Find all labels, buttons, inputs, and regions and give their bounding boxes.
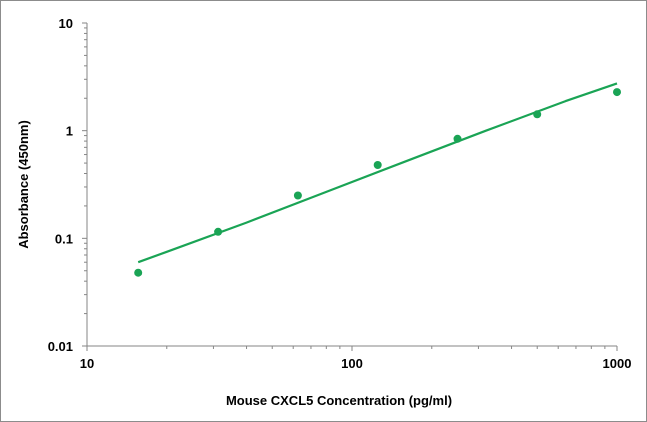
x-tick-label: 1000 (603, 356, 632, 371)
x-tick-label: 100 (341, 356, 363, 371)
data-point (453, 134, 462, 143)
data-points-group (134, 88, 621, 277)
axes (86, 23, 617, 347)
data-point (293, 191, 302, 200)
y-tick-label: 10 (59, 16, 73, 31)
data-point (134, 268, 143, 277)
y-axis-title: Absorbance (450nm) (16, 120, 31, 249)
axis-ticks (82, 22, 618, 351)
data-point (373, 161, 382, 169)
x-axis-title: Mouse CXCL5 Concentration (pg/ml) (226, 393, 452, 408)
data-point (533, 110, 542, 119)
fit-line (137, 82, 618, 264)
y-tick-label: 1 (66, 124, 73, 139)
tick-labels: 0.01 0.1 1 10 10 100 1000 (48, 16, 632, 371)
y-tick-label: 0.01 (48, 339, 73, 354)
fit-line-group (137, 82, 618, 264)
y-tick-label: 0.1 (55, 231, 73, 246)
data-point (214, 227, 223, 236)
x-tick-label: 10 (80, 356, 94, 371)
data-point (613, 88, 621, 97)
